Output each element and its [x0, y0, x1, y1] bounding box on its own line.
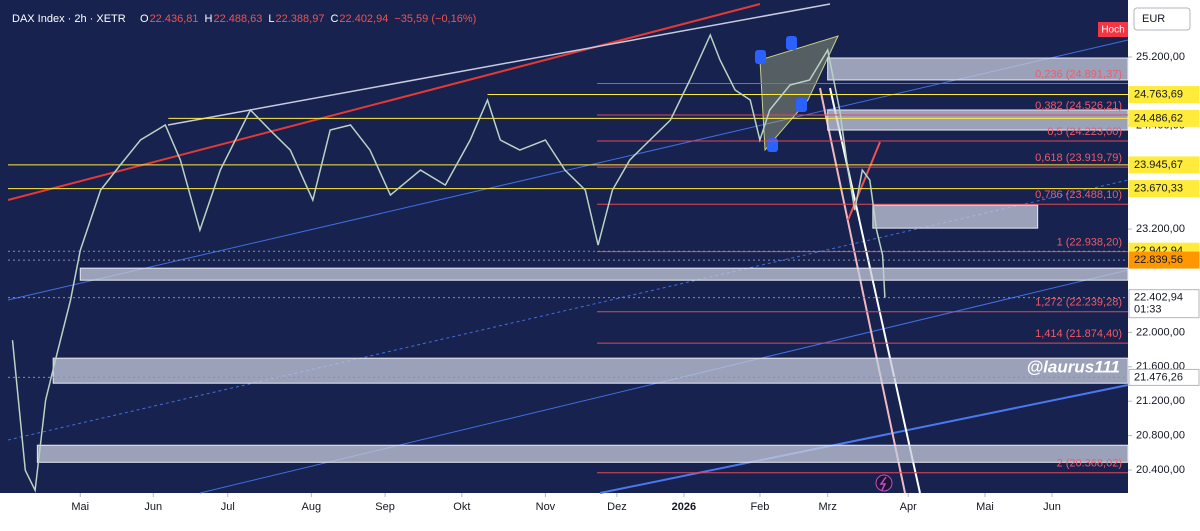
event-icon-bolt	[879, 476, 887, 491]
price-badge	[1128, 289, 1200, 319]
pivot-marker	[796, 98, 807, 112]
price-zone	[52, 357, 1129, 384]
price-badge-label: 21.476,26	[1134, 371, 1183, 383]
price-badge	[1128, 368, 1200, 386]
trend-line	[7, 3, 761, 201]
price-zone	[872, 204, 1039, 229]
y-tick-label: 23.200,00	[1136, 223, 1185, 235]
price-badge-label: 23.670,33	[1134, 183, 1183, 195]
y-tick-label: 22.000,00	[1136, 326, 1185, 338]
pivot-marker	[767, 138, 778, 152]
x-tick-label: 2026	[672, 501, 696, 513]
fib-label: 0,786 (23.488,10)	[1035, 189, 1122, 201]
pivot-marker	[786, 36, 797, 50]
high-label-box	[1098, 22, 1128, 37]
y-tick-label: 21.200,00	[1136, 395, 1185, 407]
header-field-value: 22.402,94	[339, 13, 388, 25]
trend-line	[847, 141, 881, 221]
price-zone	[36, 444, 1129, 463]
price-badge	[1128, 251, 1200, 269]
header-symbol: DAX Index · 2h · XETR	[12, 13, 126, 25]
fib-label: 0,236 (24.891,37)	[1035, 68, 1122, 80]
trend-line	[167, 3, 831, 126]
price-badge-label: 22.839,56	[1134, 254, 1183, 266]
currency-box	[1133, 7, 1191, 31]
x-tick-label: Jul	[221, 501, 235, 513]
watermark: @laurus111	[1027, 357, 1120, 376]
price-zone	[79, 267, 1129, 281]
header-field-label: C	[330, 13, 338, 25]
price-badge-label: 22.402,94	[1134, 292, 1183, 304]
header-field-value: 22.436,81	[150, 13, 199, 25]
header-change: −35,59 (−0,16%)	[394, 13, 476, 25]
fib-label: 0,382 (24.526,21)	[1035, 100, 1122, 112]
x-tick-label: Nov	[536, 501, 556, 513]
price-badge	[1128, 109, 1200, 127]
price-badge-label: 24.763,69	[1134, 88, 1183, 100]
y-tick-label: 25.200,00	[1136, 51, 1185, 63]
price-badge	[1128, 180, 1200, 198]
fib-label: 2 (20.368,02)	[1057, 458, 1122, 470]
x-tick-label: Jun	[144, 501, 162, 513]
x-tick-label: Aug	[302, 501, 322, 513]
high-label: Hoch	[1101, 25, 1124, 36]
x-tick-label: Okt	[453, 501, 470, 513]
x-tick-label: Mai	[976, 501, 994, 513]
x-tick-label: Feb	[750, 501, 769, 513]
y-tick-label: 20.800,00	[1136, 430, 1185, 442]
price-badge-timer: 01:33	[1134, 304, 1162, 316]
price-badge	[1128, 86, 1200, 104]
pivot-marker	[755, 50, 766, 64]
fib-label: 0,618 (23.919,79)	[1035, 152, 1122, 164]
header-field-label: L	[268, 13, 274, 25]
x-tick-label: Sep	[375, 501, 395, 513]
price-badge-label: 24.486,62	[1134, 112, 1183, 124]
fib-label: 0,5 (24.223,00)	[1047, 126, 1122, 138]
price-zone	[827, 57, 1129, 81]
x-tick-label: Dez	[607, 501, 627, 513]
x-tick-label: Mai	[71, 501, 89, 513]
x-tick-label: Apr	[900, 501, 917, 513]
price-badge	[1128, 156, 1200, 174]
fib-label: 1,414 (21.874,40)	[1035, 328, 1122, 340]
trend-line	[819, 87, 906, 494]
header-field-label: O	[140, 13, 149, 25]
y-tick-label: 20.400,00	[1136, 464, 1185, 476]
header-field-label: H	[205, 13, 213, 25]
fib-label: 1,272 (22.239,28)	[1035, 297, 1122, 309]
event-icon	[875, 474, 893, 492]
x-tick-label: Jun	[1043, 501, 1061, 513]
x-tick-label: Mrz	[819, 501, 837, 513]
price-badge-label: 23.945,67	[1134, 159, 1183, 171]
trend-line	[599, 384, 1129, 494]
header-field-value: 22.388,97	[276, 13, 325, 25]
header-field-value: 22.488,63	[213, 13, 262, 25]
fib-label: 1 (22.938,20)	[1057, 237, 1122, 249]
trend-line	[829, 87, 921, 494]
currency: EUR	[1142, 13, 1165, 25]
plot-background	[0, 0, 1128, 493]
price-line	[11, 33, 886, 493]
data-layer: 0,236 (24.891,37) 0,382 (24.526,21) 0,5 (2…	[8, 33, 1129, 493]
